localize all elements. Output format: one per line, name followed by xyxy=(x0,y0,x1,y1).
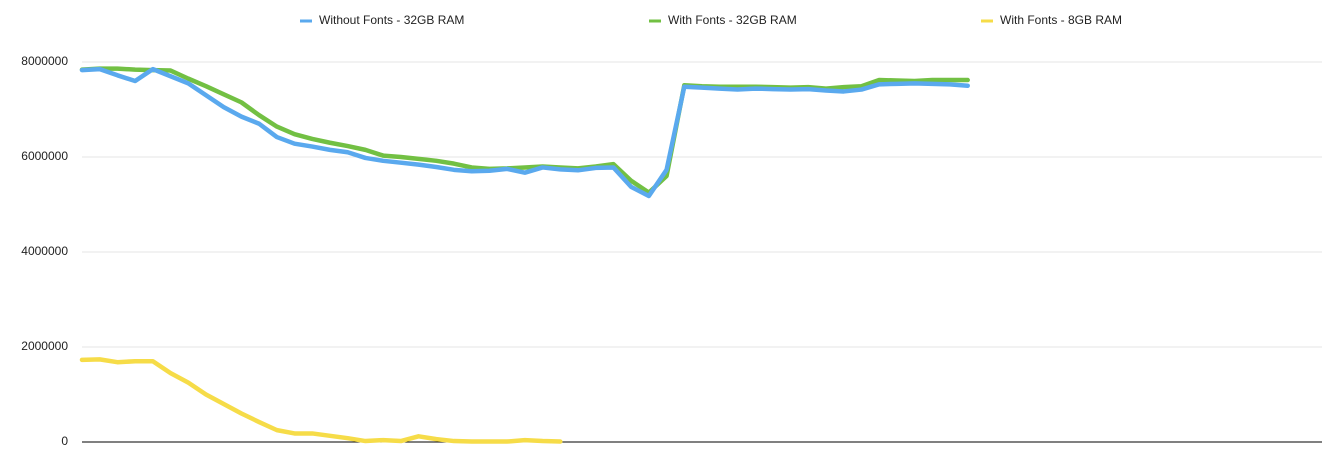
series-line xyxy=(79,66,970,199)
legend-label: With Fonts - 32GB RAM xyxy=(668,13,797,27)
y-tick-label: 4000000 xyxy=(21,244,68,258)
legend-label: Without Fonts - 32GB RAM xyxy=(319,13,464,27)
y-tick-label: 0 xyxy=(61,434,68,448)
legend-label: With Fonts - 8GB RAM xyxy=(1000,13,1122,27)
y-tick-label: 2000000 xyxy=(21,339,68,353)
y-tick-label: 8000000 xyxy=(21,54,68,68)
y-tick-label: 6000000 xyxy=(21,149,68,163)
series-line xyxy=(79,357,563,444)
